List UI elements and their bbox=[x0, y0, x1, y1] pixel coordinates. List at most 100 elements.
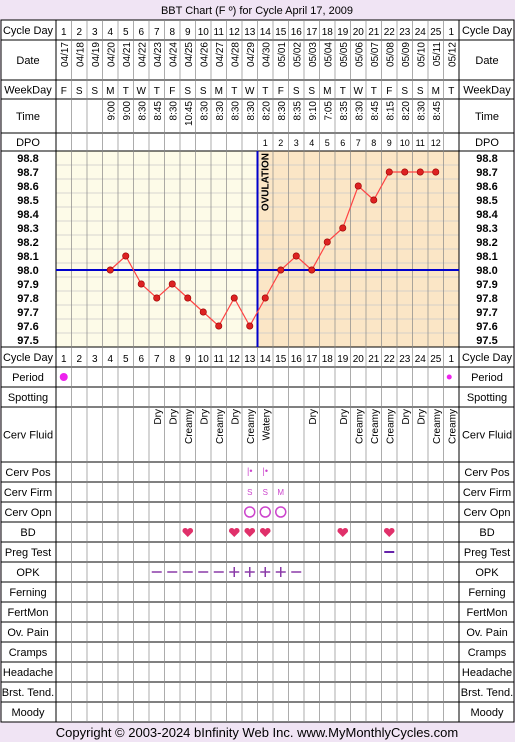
y-tick-left: 97.6 bbox=[17, 321, 38, 333]
weekday-cell: T bbox=[154, 86, 160, 97]
weekday-cell: T bbox=[231, 86, 237, 97]
time-cell: 8:30 bbox=[246, 101, 257, 121]
cerv-fluid-cell: Creamy bbox=[385, 409, 396, 444]
row-label-headache-right: Headache bbox=[462, 667, 512, 679]
cycle-day-cell-bottom: 13 bbox=[244, 354, 256, 365]
y-tick-right: 97.6 bbox=[476, 321, 497, 333]
weekday-cell: F bbox=[386, 86, 392, 97]
cerv-firm-mark: S bbox=[247, 488, 252, 497]
weekday-cell: S bbox=[91, 86, 98, 97]
cycle-day-cell: 20 bbox=[353, 27, 365, 38]
row-label-period: Period bbox=[12, 372, 44, 384]
cycle-day-cell: 19 bbox=[337, 27, 349, 38]
temperature-point bbox=[153, 294, 161, 302]
weekday-cell: F bbox=[61, 86, 67, 97]
cycle-day-cell: 15 bbox=[275, 27, 287, 38]
row-label-period-right: Period bbox=[471, 372, 503, 384]
date-cell: 04/27 bbox=[215, 42, 226, 67]
cerv-fluid-cell: Dry bbox=[308, 409, 319, 425]
temperature-point bbox=[385, 168, 393, 176]
cycle-day-cell-bottom: 20 bbox=[353, 354, 365, 365]
temperature-point bbox=[308, 266, 316, 274]
cerv-fluid-cell: Dry bbox=[339, 409, 350, 425]
temperature-point bbox=[230, 294, 238, 302]
time-cell: 8:20 bbox=[401, 101, 412, 121]
time-cell: 9:10 bbox=[308, 101, 319, 121]
y-tick-left: 98.2 bbox=[17, 237, 38, 249]
date-cell: 05/10 bbox=[416, 42, 427, 67]
cycle-day-cell: 17 bbox=[306, 27, 318, 38]
time-cell: 8:45 bbox=[370, 101, 381, 121]
y-tick-right: 98.4 bbox=[476, 209, 498, 221]
y-tick-right: 98.3 bbox=[476, 223, 497, 235]
cycle-day-cell: 13 bbox=[244, 27, 256, 38]
cycle-day-cell: 18 bbox=[322, 27, 334, 38]
y-tick-right: 97.8 bbox=[476, 293, 497, 305]
temperature-point bbox=[370, 196, 378, 204]
cycle-day-cell: 24 bbox=[415, 27, 427, 38]
cycle-day-cell: 8 bbox=[169, 27, 175, 38]
cycle-day-cell-bottom: 25 bbox=[430, 354, 442, 365]
row-label-time: Time bbox=[16, 111, 40, 123]
y-tick-left: 98.7 bbox=[17, 167, 38, 179]
cycle-day-cell-bottom: 1 bbox=[448, 354, 454, 365]
cerv-fluid-cell: Watery bbox=[261, 409, 272, 440]
temperature-point bbox=[292, 252, 300, 260]
date-cell: 04/23 bbox=[153, 42, 164, 67]
date-cell: 04/22 bbox=[137, 42, 148, 67]
date-cell: 05/06 bbox=[354, 42, 365, 67]
cycle-day-cell: 12 bbox=[229, 27, 241, 38]
time-cell: 8:30 bbox=[168, 101, 179, 121]
y-tick-left: 98.0 bbox=[17, 265, 38, 277]
weekday-cell: M bbox=[106, 86, 114, 97]
cerv-fluid-cell: Creamy bbox=[215, 409, 226, 444]
date-cell: 05/08 bbox=[385, 42, 396, 67]
cerv-fluid-cell: Creamy bbox=[246, 409, 257, 444]
cycle-day-cell-bottom: 19 bbox=[337, 354, 349, 365]
cycle-day-cell-bottom: 23 bbox=[399, 354, 411, 365]
cycle-day-cell: 4 bbox=[107, 27, 113, 38]
cerv-open-circle bbox=[275, 506, 287, 518]
cycle-day-cell: 25 bbox=[430, 27, 442, 38]
period-dot bbox=[59, 373, 68, 381]
weekday-cell: T bbox=[262, 86, 268, 97]
row-label-bd-right: BD bbox=[479, 527, 494, 539]
time-cell: 8:35 bbox=[292, 101, 303, 121]
row-label-cycle_day: Cycle Day bbox=[3, 352, 54, 364]
time-cell: 9:00 bbox=[106, 101, 117, 121]
temperature-point bbox=[122, 252, 130, 260]
y-tick-left: 98.1 bbox=[17, 251, 38, 263]
time-cell: 8:30 bbox=[230, 101, 241, 121]
dpo-cell: 6 bbox=[340, 138, 345, 148]
dpo-cell: 3 bbox=[294, 138, 299, 148]
cerv-fluid-cell: Dry bbox=[153, 409, 164, 425]
temperature-line bbox=[109, 171, 436, 328]
chart-title: BBT Chart (F º) for Cycle April 17, 2009 bbox=[161, 5, 353, 17]
cerv-pos-mark: |• bbox=[247, 466, 253, 476]
row-label-bd: BD bbox=[20, 527, 35, 539]
weekday-cell: S bbox=[401, 86, 408, 97]
cerv-fluid-cell: Dry bbox=[199, 409, 210, 425]
y-tick-left: 97.7 bbox=[17, 307, 38, 319]
y-tick-right: 97.5 bbox=[476, 335, 497, 347]
y-tick-right: 98.6 bbox=[476, 181, 497, 193]
cycle-day-cell: 3 bbox=[92, 27, 98, 38]
bd-heart-icon bbox=[228, 527, 240, 537]
row-label-ferning-right: Ferning bbox=[468, 587, 505, 599]
row-label-moody: Moody bbox=[11, 707, 45, 719]
row-label-cycle_day: Cycle Day bbox=[3, 25, 54, 37]
y-tick-left: 97.8 bbox=[17, 293, 38, 305]
row-label-cerv_fluid: Cerv Fluid bbox=[3, 430, 53, 442]
weekday-cell: W bbox=[354, 86, 364, 97]
cycle-day-cell-bottom: 11 bbox=[214, 354, 225, 365]
row-label-cerv_pos: Cerv Pos bbox=[5, 467, 51, 479]
row-label-brst_tend-right: Brst. Tend. bbox=[461, 687, 513, 699]
weekday-cell: M bbox=[215, 86, 223, 97]
temperature-point bbox=[168, 280, 176, 288]
row-label-weekday: WeekDay bbox=[4, 85, 52, 97]
row-label-opk: OPK bbox=[16, 567, 40, 579]
time-cell: 8:30 bbox=[277, 101, 288, 121]
dpo-cell: 11 bbox=[416, 138, 425, 148]
temperature-point bbox=[106, 266, 114, 274]
dpo-cell: 4 bbox=[309, 138, 314, 148]
